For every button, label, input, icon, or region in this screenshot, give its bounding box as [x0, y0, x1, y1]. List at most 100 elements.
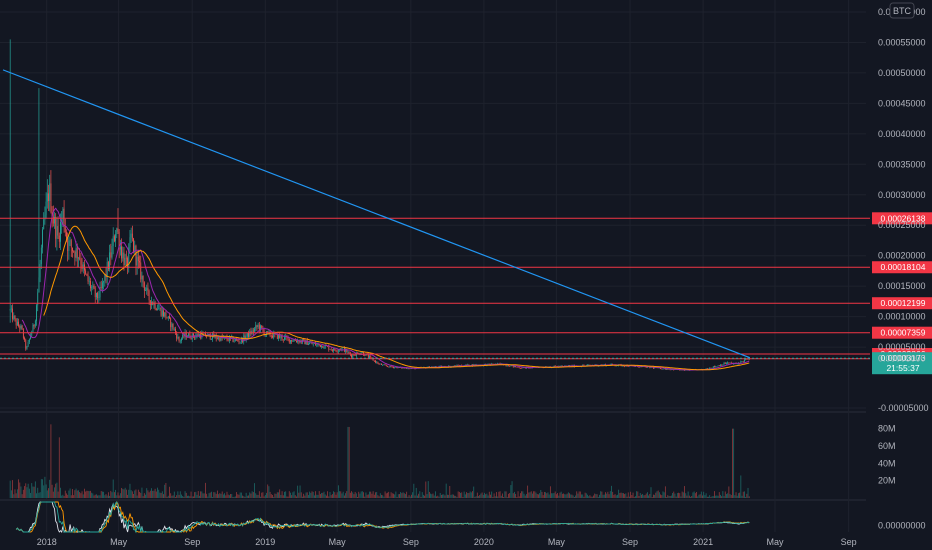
candle-body [43, 219, 45, 230]
horizontal-levels[interactable]: 0.00026138 0.00018104 0.00012199 0.00007359… [0, 212, 932, 375]
volume-bar [172, 495, 174, 498]
volume-bar [605, 492, 606, 498]
candle-body [28, 338, 30, 342]
volume-bar [530, 491, 532, 498]
candle-body [42, 229, 43, 248]
candle-body [278, 334, 279, 339]
volume-bar [149, 490, 151, 498]
volume-bar [466, 492, 467, 498]
volume-bar [101, 491, 103, 498]
volume-bar [38, 492, 40, 498]
volume-bar [744, 491, 745, 498]
volume-bar [351, 491, 352, 498]
volume-bar [255, 493, 257, 498]
candle-body [406, 367, 408, 369]
candle-body [378, 363, 380, 365]
candle-body [51, 212, 53, 217]
volume-bar [26, 487, 28, 498]
candle-body [110, 252, 112, 258]
horizontal-level-tag [872, 261, 932, 274]
volume-bar [490, 494, 491, 498]
volume-bar [349, 492, 351, 498]
trendline[interactable] [2, 69, 751, 359]
candle-body [456, 365, 458, 367]
volume-bar [240, 492, 242, 498]
volume-bar [244, 496, 246, 498]
candle-body [26, 346, 28, 349]
volume-bar [482, 494, 484, 498]
currency-badge[interactable]: BTC [893, 6, 912, 16]
volume-bar [504, 491, 506, 498]
candle-body [727, 362, 729, 364]
oscillator-third-line [15, 501, 750, 534]
volume-bar [417, 495, 418, 498]
candle-body [107, 262, 109, 270]
candle-body [712, 366, 714, 368]
volume-bar [425, 481, 427, 498]
volume-bar [612, 491, 614, 498]
candle-body [321, 345, 323, 348]
candle-body [383, 364, 385, 366]
volume-bar [22, 489, 24, 498]
volume-bar [564, 494, 566, 498]
volume-bar [151, 488, 152, 498]
volume-bar [697, 496, 699, 498]
volume-bar [516, 497, 518, 498]
candle-body [506, 365, 508, 367]
volume-bar [474, 496, 476, 498]
volume-bar [275, 493, 277, 498]
volume-bar [92, 493, 94, 498]
volume-bar [298, 492, 300, 498]
volume-bar [511, 481, 513, 498]
volume-bar [710, 497, 712, 498]
candle-body [726, 363, 727, 364]
candle-body [40, 247, 42, 264]
volume-bar [285, 491, 287, 498]
volume-bar [703, 491, 705, 498]
candle-body [331, 349, 333, 351]
volume-tick-label: 40M [878, 458, 896, 468]
volume-bar [609, 491, 611, 498]
volume-bar [187, 495, 188, 498]
volume-bar [378, 496, 380, 498]
volume-bar [631, 495, 633, 498]
volume-bar [282, 495, 284, 498]
volume-bar [560, 491, 562, 498]
candle-body [228, 337, 230, 341]
candle-body [650, 367, 652, 368]
price-tick-label: 0.00020000 [878, 251, 926, 261]
current-price-label: 0.00003173 [881, 353, 926, 363]
volume-bar [15, 493, 17, 498]
candle-body [484, 364, 485, 365]
candle-body [333, 348, 335, 351]
volume-bar [159, 492, 161, 498]
volume-bar [233, 496, 235, 498]
candle-body [256, 325, 258, 327]
candle-body [127, 258, 128, 268]
volume-bar [27, 483, 29, 498]
volume-bar [452, 494, 454, 498]
candle-body [258, 324, 260, 330]
volume-bar [63, 496, 65, 498]
candle-body [252, 330, 254, 332]
volume-bar [596, 494, 598, 498]
volume-bar [524, 495, 526, 498]
volume-bar [346, 491, 348, 498]
candle-body [335, 350, 337, 352]
volume-bar [82, 494, 84, 498]
volume-bar [648, 495, 650, 498]
currency-badge-box[interactable] [889, 2, 915, 19]
volume-bar [321, 492, 323, 498]
candle-body [729, 362, 731, 364]
volume-bar [739, 492, 741, 498]
volume-bar [227, 494, 229, 498]
candle-body [522, 367, 524, 369]
volume-bar [318, 491, 320, 498]
volume-bar [654, 494, 656, 498]
volume-bar [624, 494, 626, 498]
volume-bar [373, 494, 375, 498]
volume-bar [133, 494, 134, 498]
countdown-label: 21:55:37 [886, 363, 919, 373]
volume-bar [680, 496, 682, 498]
